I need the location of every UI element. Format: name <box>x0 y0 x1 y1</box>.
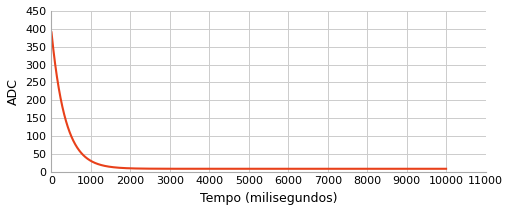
X-axis label: Tempo (milisegundos): Tempo (milisegundos) <box>200 192 336 205</box>
Y-axis label: ADC: ADC <box>7 78 20 105</box>
